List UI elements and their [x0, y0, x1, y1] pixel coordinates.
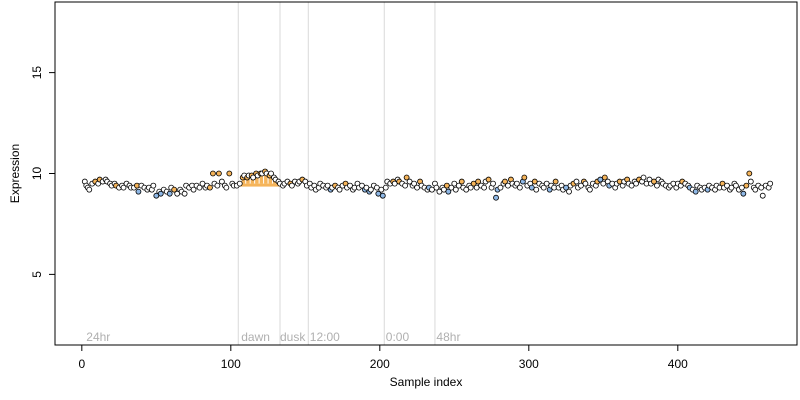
- data-point: [166, 190, 173, 197]
- data-point: [289, 182, 295, 189]
- data-point: [513, 180, 520, 187]
- y-tick-label: 5: [30, 271, 44, 278]
- data-point: [533, 186, 540, 193]
- x-axis-label: Sample index: [390, 375, 463, 389]
- data-point: [566, 188, 572, 195]
- data-point: [452, 186, 459, 193]
- data-point: [268, 170, 274, 177]
- data-point: [215, 170, 222, 177]
- axes: 0 100 200 300 400 5 10 15: [30, 66, 688, 371]
- data-point: [747, 178, 754, 185]
- data-point: [493, 194, 499, 201]
- data-point: [214, 182, 221, 189]
- data-point: [458, 178, 465, 185]
- y-tick-label: 15: [30, 66, 44, 80]
- data-point: [767, 180, 774, 187]
- data-point: [481, 184, 488, 191]
- data-point: [236, 180, 243, 187]
- data-point: [746, 170, 753, 177]
- data-point: [475, 178, 482, 185]
- data-point: [210, 170, 216, 177]
- data-points: [81, 168, 774, 201]
- data-point: [743, 182, 750, 189]
- time-annotations: 24hr dawn dusk 12:00 0:00 48hr: [86, 330, 460, 344]
- time-annotation: dusk: [280, 330, 306, 344]
- data-point: [497, 184, 504, 191]
- data-point: [120, 184, 127, 191]
- x-tick-label: 200: [370, 357, 390, 371]
- data-point: [485, 176, 492, 183]
- data-point: [207, 184, 213, 191]
- data-point: [540, 184, 547, 191]
- band-rect: [239, 183, 280, 187]
- data-point: [411, 180, 417, 187]
- data-point: [403, 174, 410, 181]
- data-point: [190, 186, 197, 193]
- data-point: [502, 178, 508, 185]
- data-point: [552, 178, 559, 185]
- data-point: [150, 182, 157, 189]
- data-point: [759, 192, 766, 199]
- data-point: [521, 174, 528, 181]
- data-point: [601, 174, 608, 181]
- data-point: [445, 188, 452, 195]
- data-point: [226, 170, 233, 177]
- data-point: [740, 190, 747, 197]
- data-point: [692, 188, 699, 195]
- data-point: [382, 184, 389, 191]
- data-point: [633, 180, 639, 187]
- x-tick-label: 300: [519, 357, 539, 371]
- data-point: [181, 190, 188, 197]
- x-tick-label: 400: [668, 357, 688, 371]
- data-point: [218, 178, 225, 185]
- y-axis-label: Expression: [8, 144, 22, 203]
- data-point: [336, 186, 343, 193]
- data-point: [733, 182, 739, 189]
- data-point: [135, 188, 142, 195]
- time-annotation: 12:00: [310, 330, 340, 344]
- data-point: [157, 190, 164, 197]
- y-tick-label: 10: [30, 167, 44, 181]
- data-point: [367, 186, 374, 193]
- plot-frame: [54, 1, 798, 346]
- data-point: [582, 180, 589, 187]
- data-point: [516, 184, 523, 191]
- data-point: [640, 174, 647, 181]
- data-point: [654, 182, 660, 189]
- data-point: [379, 192, 386, 199]
- time-annotation: dawn: [241, 330, 270, 344]
- data-point: [467, 184, 474, 191]
- data-point: [573, 178, 580, 185]
- vertical-marker-lines: [237, 2, 436, 345]
- time-annotation: 48hr: [436, 330, 460, 344]
- data-point: [196, 184, 203, 191]
- data-point: [402, 182, 409, 189]
- data-point: [433, 184, 440, 191]
- data-point: [752, 186, 759, 193]
- data-point: [223, 184, 230, 191]
- data-point: [586, 186, 593, 193]
- data-point: [171, 186, 178, 193]
- time-annotation: 24hr: [86, 330, 110, 344]
- x-tick-label: 100: [221, 357, 241, 371]
- data-point: [86, 186, 93, 193]
- data-point: [490, 180, 496, 187]
- x-tick-label: 0: [78, 357, 85, 371]
- time-annotation: 0:00: [386, 330, 410, 344]
